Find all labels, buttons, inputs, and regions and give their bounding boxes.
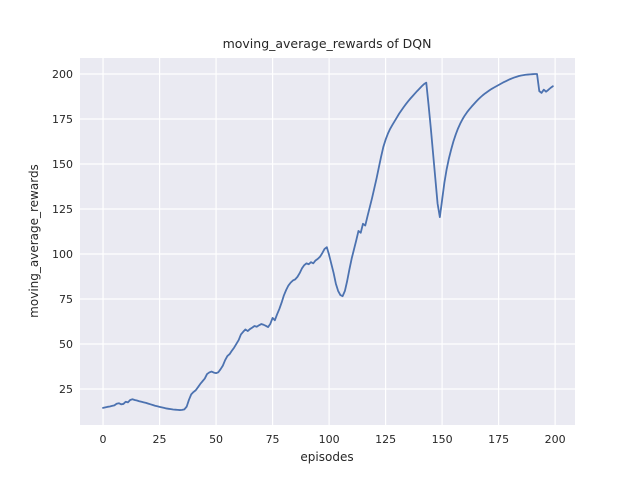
tick-labels: 0 25 50 75 100 125 150 175 200 25 50 75 100 125 150 175…	[52, 68, 566, 446]
reward-curve	[102, 73, 554, 411]
x-tick-label: 0	[100, 433, 107, 446]
y-tick-label: 25	[59, 383, 73, 396]
x-tick-label: 150	[432, 433, 453, 446]
x-tick-label: 25	[153, 433, 167, 446]
y-tick-label: 75	[59, 293, 73, 306]
y-tick-label: 125	[52, 203, 73, 216]
x-tick-label: 75	[266, 433, 280, 446]
y-tick-label: 100	[52, 248, 73, 261]
x-tick-label: 50	[209, 433, 223, 446]
y-tick-label: 150	[52, 158, 73, 171]
x-tick-label: 125	[375, 433, 396, 446]
grid-lines	[80, 58, 575, 425]
x-tick-label: 200	[545, 433, 566, 446]
y-tick-label: 175	[52, 113, 73, 126]
y-tick-label: 50	[59, 338, 73, 351]
x-tick-label: 175	[488, 433, 509, 446]
plot-background	[80, 58, 575, 425]
y-axis-label: moving_average_rewards	[27, 164, 41, 318]
chart-title: moving_average_rewards of DQN	[223, 36, 432, 51]
y-tick-label: 200	[52, 68, 73, 81]
x-axis-label: episodes	[300, 450, 353, 464]
line-series	[102, 73, 554, 411]
x-tick-label: 100	[319, 433, 340, 446]
